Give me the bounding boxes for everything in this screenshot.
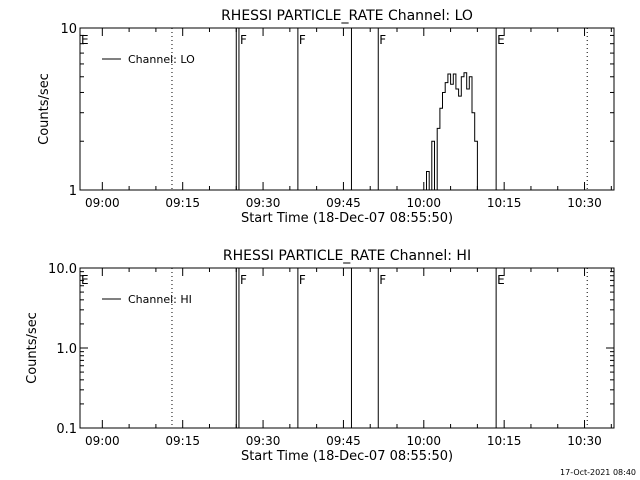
x-tick-label: 10:15 (487, 434, 522, 448)
chart-title: RHESSI PARTICLE_RATE Channel: LO (221, 8, 473, 24)
y-tick-label: 1.0 (56, 342, 77, 357)
event-marker-label: E (81, 273, 89, 287)
panel-hi: RHESSI PARTICLE_RATE Channel: HI 09:00 09:… (25, 248, 615, 464)
legend-label: Channel: LO (128, 53, 195, 66)
x-tick-label: 09:30 (246, 196, 281, 210)
x-tick-label: 10:00 (406, 196, 441, 210)
x-tick-label: 09:00 (85, 434, 120, 448)
plot-frame (79, 27, 615, 191)
y-tick-label: 1 (69, 184, 77, 199)
legend-label: Channel: HI (128, 293, 192, 306)
y-axis-label: Counts/sec (25, 312, 40, 384)
panel-lo: RHESSI PARTICLE_RATE Channel: LO 09:00 09:… (37, 8, 615, 226)
event-marker-label: F (240, 33, 247, 47)
x-tick-label: 10:15 (487, 196, 522, 210)
plot-frame (79, 267, 615, 429)
series-line (423, 72, 478, 191)
x-tick-label: 09:15 (165, 196, 200, 210)
x-tick-label: 09:15 (165, 434, 200, 448)
x-tick-label: 10:00 (406, 434, 441, 448)
event-marker-label: E (497, 33, 505, 47)
x-tick-label: 10:30 (567, 434, 602, 448)
x-tick-label: 09:00 (85, 196, 120, 210)
x-tick-label: 09:30 (246, 434, 281, 448)
event-marker-label: F (379, 33, 386, 47)
y-axis-label: Counts/sec (37, 73, 52, 145)
x-tick-label: 09:45 (326, 434, 361, 448)
x-tick-label: 09:45 (326, 196, 361, 210)
x-tick-label: 10:30 (567, 196, 602, 210)
event-marker-label: E (497, 273, 505, 287)
event-marker-label: F (240, 273, 247, 287)
chart-title: RHESSI PARTICLE_RATE Channel: HI (223, 248, 471, 264)
x-axis-label: Start Time (18-Dec-07 08:55:50) (241, 449, 453, 464)
event-marker-label: F (299, 33, 306, 47)
y-tick-label: 10 (60, 22, 77, 37)
y-tick-label: 10.0 (48, 262, 77, 277)
y-tick-label: 0.1 (56, 422, 77, 437)
x-axis-label: Start Time (18-Dec-07 08:55:50) (241, 211, 453, 226)
event-marker-label: E (81, 33, 89, 47)
event-marker-label: F (299, 273, 306, 287)
timestamp: 17-Oct-2021 08:40 (560, 468, 636, 477)
event-marker-label: F (379, 273, 386, 287)
